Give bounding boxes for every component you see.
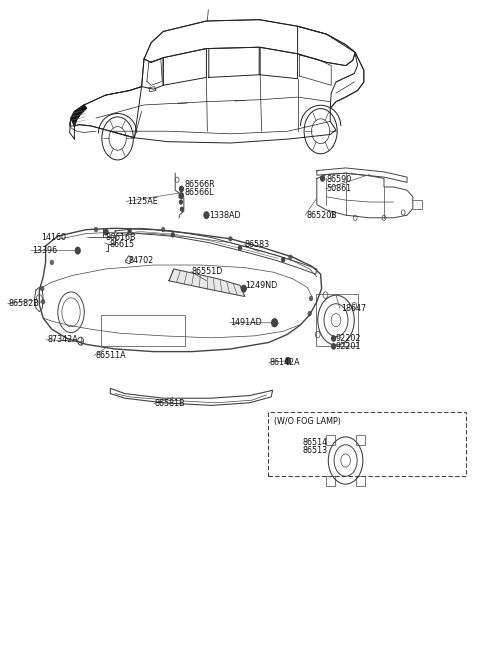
Polygon shape [71,105,86,126]
Circle shape [75,247,80,254]
Circle shape [321,176,324,181]
Circle shape [272,319,277,327]
Text: 86514: 86514 [302,438,327,447]
Text: 84702: 84702 [129,256,154,265]
Text: 86581B: 86581B [155,399,185,408]
Circle shape [286,358,290,364]
Circle shape [332,344,336,349]
Circle shape [239,246,241,250]
Circle shape [282,258,285,262]
Circle shape [104,230,108,235]
Text: 50861: 50861 [326,184,351,194]
Bar [101,315,185,346]
Bar [326,435,336,445]
Circle shape [308,312,311,316]
Text: 13396: 13396 [33,246,58,255]
Text: 86566L: 86566L [185,188,214,197]
Bar [326,476,336,486]
Circle shape [180,207,183,211]
Circle shape [171,233,174,237]
Bar [268,412,466,476]
Circle shape [289,255,292,259]
Bar [356,476,365,486]
Circle shape [332,336,336,341]
Text: 92202: 92202 [336,334,361,343]
Text: 1125AE: 1125AE [127,197,158,206]
Text: 86566R: 86566R [185,180,216,190]
Circle shape [180,193,183,198]
Text: 18647: 18647 [341,304,366,313]
Circle shape [204,212,209,218]
Text: 14160: 14160 [41,233,66,242]
Text: 92201: 92201 [336,342,361,351]
Circle shape [50,260,53,264]
Text: 87342A: 87342A [47,335,78,344]
Polygon shape [169,269,245,297]
Text: 1249ND: 1249ND [245,281,277,290]
Circle shape [229,237,232,241]
Text: 1491AD: 1491AD [230,318,262,327]
Circle shape [162,228,165,232]
Circle shape [310,297,312,300]
Text: 86551D: 86551D [192,267,223,276]
Text: 86590: 86590 [326,174,352,184]
Text: 86513: 86513 [302,446,327,455]
Bar [356,435,365,445]
Text: (W/O FOG LAMP): (W/O FOG LAMP) [274,417,340,426]
Circle shape [241,285,246,292]
Text: 86142A: 86142A [270,358,300,367]
Text: 86615: 86615 [109,240,134,249]
Circle shape [180,186,183,192]
Text: 86520B: 86520B [306,211,337,220]
Text: 86582B: 86582B [9,299,39,308]
Text: 86616B: 86616B [106,233,136,242]
Circle shape [128,229,131,233]
Circle shape [41,287,44,291]
Text: 1338AD: 1338AD [209,211,240,220]
Circle shape [180,200,182,204]
Circle shape [42,300,45,304]
Text: 86583: 86583 [245,240,270,249]
Circle shape [95,228,97,232]
Bar [316,294,358,346]
Text: 86511A: 86511A [95,351,126,360]
